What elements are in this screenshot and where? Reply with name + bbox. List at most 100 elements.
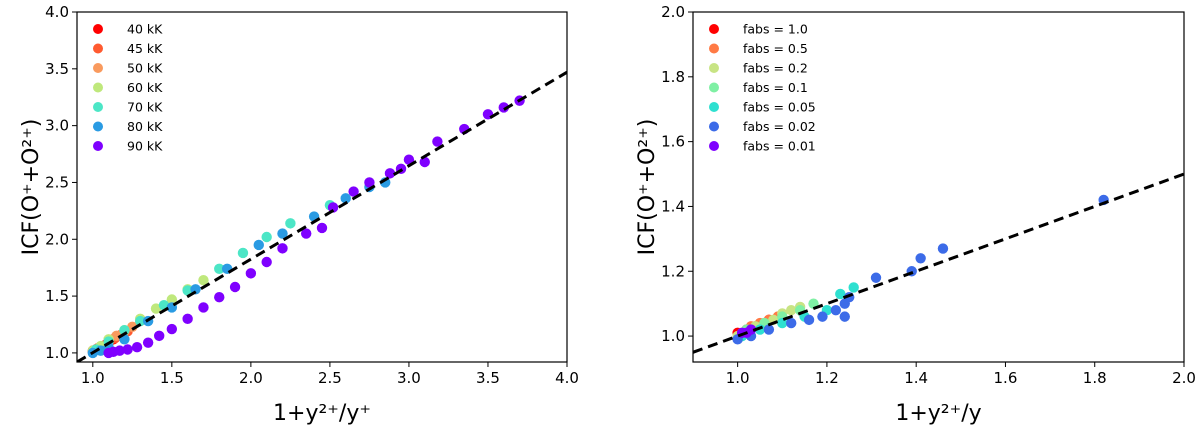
series-4	[90, 199, 336, 355]
legend-label: 60 kK	[127, 80, 163, 95]
legend-label: fabs = 0.02	[743, 119, 816, 134]
scatter-point	[131, 342, 143, 353]
x-tick-label: 2.0	[239, 369, 263, 387]
scatter-point	[327, 202, 339, 213]
scatter-point	[285, 218, 296, 229]
y-tick-label: 2.5	[45, 173, 69, 191]
legend-marker	[93, 82, 103, 93]
y-tick-label: 1.5	[45, 287, 69, 305]
y-tick-label: 4.0	[45, 3, 69, 21]
scatter-point	[261, 231, 272, 243]
x-tick-label: 2.5	[318, 369, 342, 387]
scatter-point	[153, 330, 165, 342]
scatter-point	[348, 186, 359, 197]
legend: 40 kK 45 kK 50 kK 60 kK 70 kK 80 kK 90 kK	[93, 22, 163, 154]
scatter-point	[229, 281, 241, 293]
legend-label: 50 kK	[127, 61, 163, 76]
scatter-point	[277, 243, 288, 254]
legend-label: 90 kK	[127, 139, 163, 154]
fit-line	[77, 70, 567, 362]
legend-label: 80 kK	[127, 119, 163, 134]
legend: fabs = 1.0 fabs = 0.5 fabs = 0.2 fabs = 0.1…	[709, 22, 816, 154]
scatter-point	[214, 263, 225, 275]
scatter-point	[166, 294, 178, 305]
legend-marker	[709, 102, 719, 112]
scatter-point	[114, 345, 125, 356]
legend-marker	[93, 24, 103, 34]
scatter-point	[745, 324, 757, 335]
x-axis-title: 1+y²⁺/y⁺	[273, 401, 371, 426]
scatter-point	[214, 292, 225, 303]
x-tick-label: 2.0	[1172, 369, 1196, 387]
scatter-point	[432, 136, 443, 147]
legend-label: fabs = 0.05	[743, 100, 816, 115]
scatter-point	[198, 302, 209, 313]
scatter-point	[300, 228, 312, 239]
x-tick-label: 1.5	[160, 369, 184, 387]
legend-marker	[93, 121, 103, 132]
fit-line	[693, 172, 1184, 354]
legend-label: 40 kK	[127, 22, 163, 37]
legend-marker	[709, 121, 719, 132]
scatter-point	[316, 222, 328, 234]
scatter-point	[839, 311, 850, 322]
x-tick-label: 1.8	[1083, 369, 1107, 387]
scatter-point	[817, 311, 828, 322]
scatter-point	[915, 253, 926, 264]
y-tick-label: 1.0	[45, 344, 69, 362]
scatter-point	[403, 154, 415, 165]
x-tick-label: 1.0	[726, 369, 750, 387]
x-tick-label: 1.6	[994, 369, 1018, 387]
y-tick-label: 3.0	[45, 117, 69, 135]
legend-marker	[709, 82, 719, 93]
scatter-point	[340, 193, 351, 204]
scatter-point	[870, 272, 882, 283]
x-tick-label: 1.0	[81, 369, 105, 387]
legend-label: fabs = 0.5	[743, 41, 808, 56]
y-tick-label: 2.0	[661, 3, 685, 21]
scatter-point	[182, 313, 193, 325]
legend-label: fabs = 0.01	[743, 139, 816, 154]
x-tick-label: 3.0	[397, 369, 421, 387]
scatter-point	[135, 315, 146, 327]
legend-marker	[93, 43, 103, 54]
scatter-point	[786, 304, 797, 316]
y-tick-label: 2.0	[45, 230, 69, 248]
scatter-point	[754, 324, 766, 335]
scatter-point	[419, 156, 430, 168]
legend-marker	[709, 43, 719, 54]
scatter-point	[830, 304, 842, 316]
x-tick-label: 1.2	[815, 369, 839, 387]
scatter-point	[786, 317, 797, 329]
scatter-point	[364, 177, 375, 188]
scatter-point	[122, 344, 133, 355]
axes-frame	[692, 11, 1185, 363]
legend-label: 45 kK	[127, 41, 163, 56]
scatter-point	[182, 285, 193, 296]
series-6	[103, 95, 525, 359]
scatter-point	[166, 323, 178, 335]
scatter-point	[237, 247, 249, 259]
scatter-point	[261, 256, 272, 268]
scatter-point	[763, 324, 775, 335]
y-tick-label: 1.2	[661, 262, 685, 280]
scatter-point	[803, 314, 815, 326]
scatter-point	[253, 239, 264, 251]
legend-label: fabs = 0.1	[743, 80, 808, 95]
legend-label: fabs = 1.0	[743, 22, 808, 37]
plot-area	[693, 172, 1184, 354]
y-tick-label: 3.5	[45, 60, 69, 78]
legend-marker	[93, 141, 103, 151]
scatter-point	[384, 168, 396, 179]
scatter-point	[835, 288, 846, 300]
scatter-point	[150, 303, 162, 314]
legend-label: 70 kK	[127, 100, 163, 115]
scatter-point	[277, 228, 288, 239]
legend-marker	[93, 63, 103, 73]
y-tick-label: 1.8	[661, 68, 685, 86]
y-tick-label: 1.0	[661, 327, 685, 345]
legend-marker	[93, 102, 103, 112]
x-tick-label: 3.5	[476, 369, 500, 387]
scatter-point	[142, 337, 154, 348]
